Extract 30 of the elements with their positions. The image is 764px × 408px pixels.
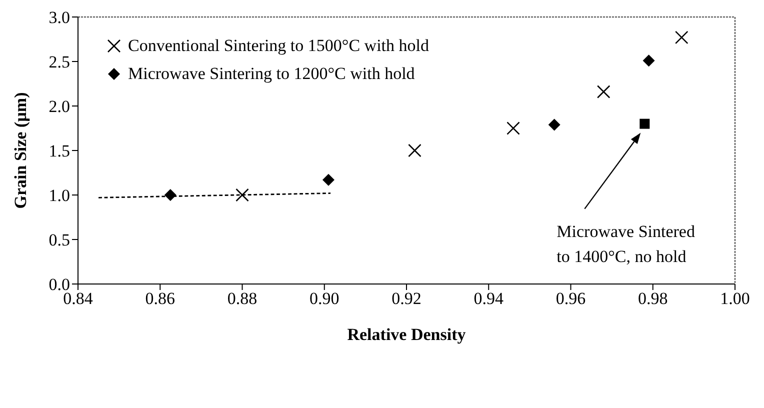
point bbox=[164, 189, 176, 201]
x-tick-label: 0.98 bbox=[638, 289, 668, 308]
y-tick-label: 1.5 bbox=[48, 142, 70, 161]
point bbox=[506, 122, 520, 135]
x-tick-label: 1.00 bbox=[720, 289, 750, 308]
legend-label: Microwave Sintering to 1200°C with hold bbox=[128, 64, 415, 84]
point bbox=[408, 144, 422, 158]
y-tick-label: 0.5 bbox=[48, 230, 70, 250]
y-tick-label: 1.0 bbox=[48, 186, 70, 206]
y-axis-title: Grain Size (µm) bbox=[11, 92, 30, 209]
point bbox=[596, 85, 610, 98]
y-tick-label: 2.5 bbox=[48, 52, 70, 72]
x-tick-label: 0.94 bbox=[474, 289, 504, 308]
x-tick-label: 0.86 bbox=[145, 289, 175, 308]
point bbox=[642, 54, 655, 67]
y-tick-label: 2.0 bbox=[48, 97, 70, 116]
x-tick-label: 0.88 bbox=[227, 289, 258, 308]
x-tick-label: 0.96 bbox=[556, 289, 586, 308]
x-tick-label: 0.92 bbox=[392, 289, 422, 308]
x-axis-title: Relative Density bbox=[347, 325, 466, 344]
point bbox=[322, 174, 334, 186]
annotation: Microwave Sintered to 1400°C, no hold bbox=[556, 222, 696, 266]
x-tick-label: 0.84 bbox=[63, 289, 94, 308]
point bbox=[674, 30, 688, 44]
point bbox=[640, 118, 650, 129]
point bbox=[236, 188, 249, 202]
x-tick-label: 0.90 bbox=[310, 289, 340, 308]
point bbox=[548, 118, 560, 131]
y-tick-label: 3.0 bbox=[48, 8, 70, 28]
legend-label: Conventional Sintering to 1500°C with hold bbox=[128, 36, 429, 56]
